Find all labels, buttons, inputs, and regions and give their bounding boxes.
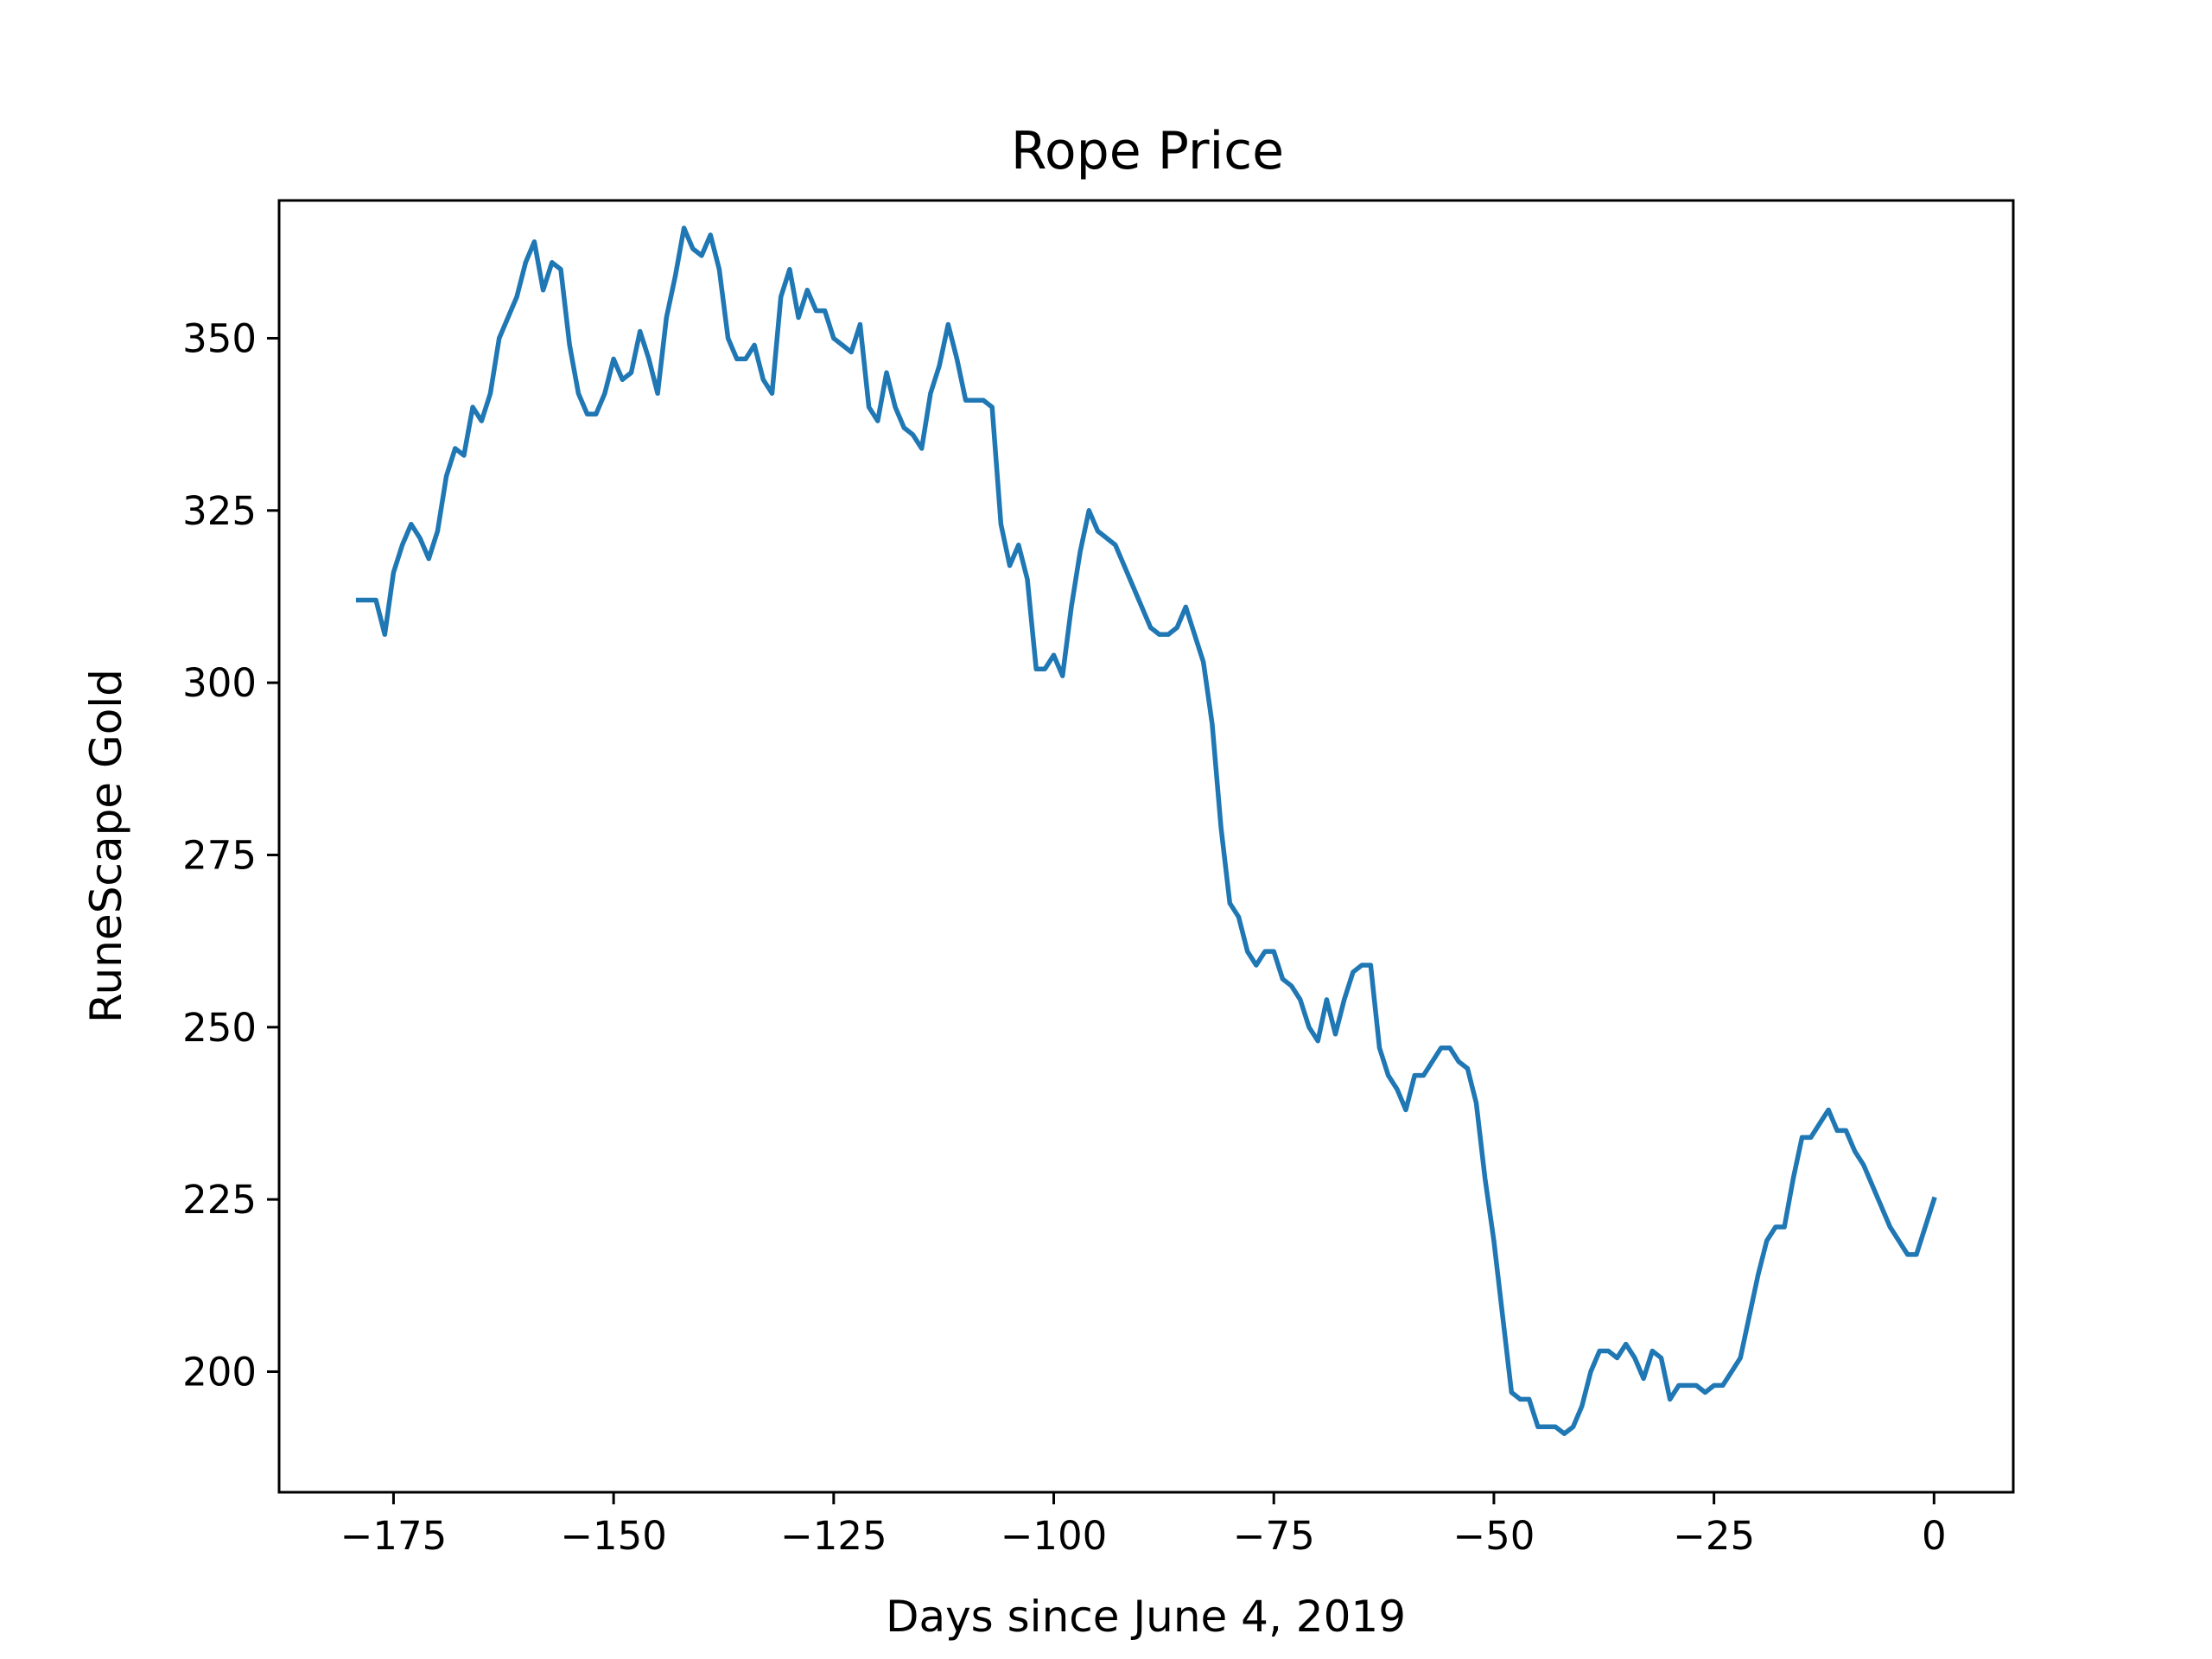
y-axis: 200 225 250 275 300 325 350 (182, 315, 279, 1395)
x-tick-label: 0 (1922, 1513, 1947, 1559)
y-tick-label: 325 (182, 488, 257, 534)
axes-frame (277, 199, 2015, 1494)
y-axis-label: RuneScape Gold (81, 669, 131, 1023)
x-axis-label: Days since June 4, 2019 (886, 1592, 1406, 1642)
x-tick-label: −75 (1233, 1513, 1315, 1559)
series-line-0 (355, 226, 1937, 1436)
x-tick-label: −25 (1673, 1513, 1755, 1559)
plot-area (355, 226, 1937, 1436)
y-tick-label: 225 (182, 1177, 257, 1223)
y-tick-label: 275 (182, 832, 257, 878)
chart-title: Rope Price (1011, 121, 1284, 181)
y-tick-label: 300 (182, 660, 257, 706)
x-tick-label: −175 (340, 1513, 448, 1559)
y-tick-label: 250 (182, 1005, 257, 1051)
y-tick-label: 200 (182, 1349, 257, 1395)
x-tick-label: −50 (1452, 1513, 1535, 1559)
x-axis: −175 −150 −125 −100 −75 −50 −25 0 (340, 1492, 1947, 1559)
x-tick-label: −150 (560, 1513, 667, 1559)
x-tick-label: −125 (780, 1513, 887, 1559)
y-tick-label: 350 (182, 315, 257, 361)
x-tick-label: −100 (1001, 1513, 1108, 1559)
